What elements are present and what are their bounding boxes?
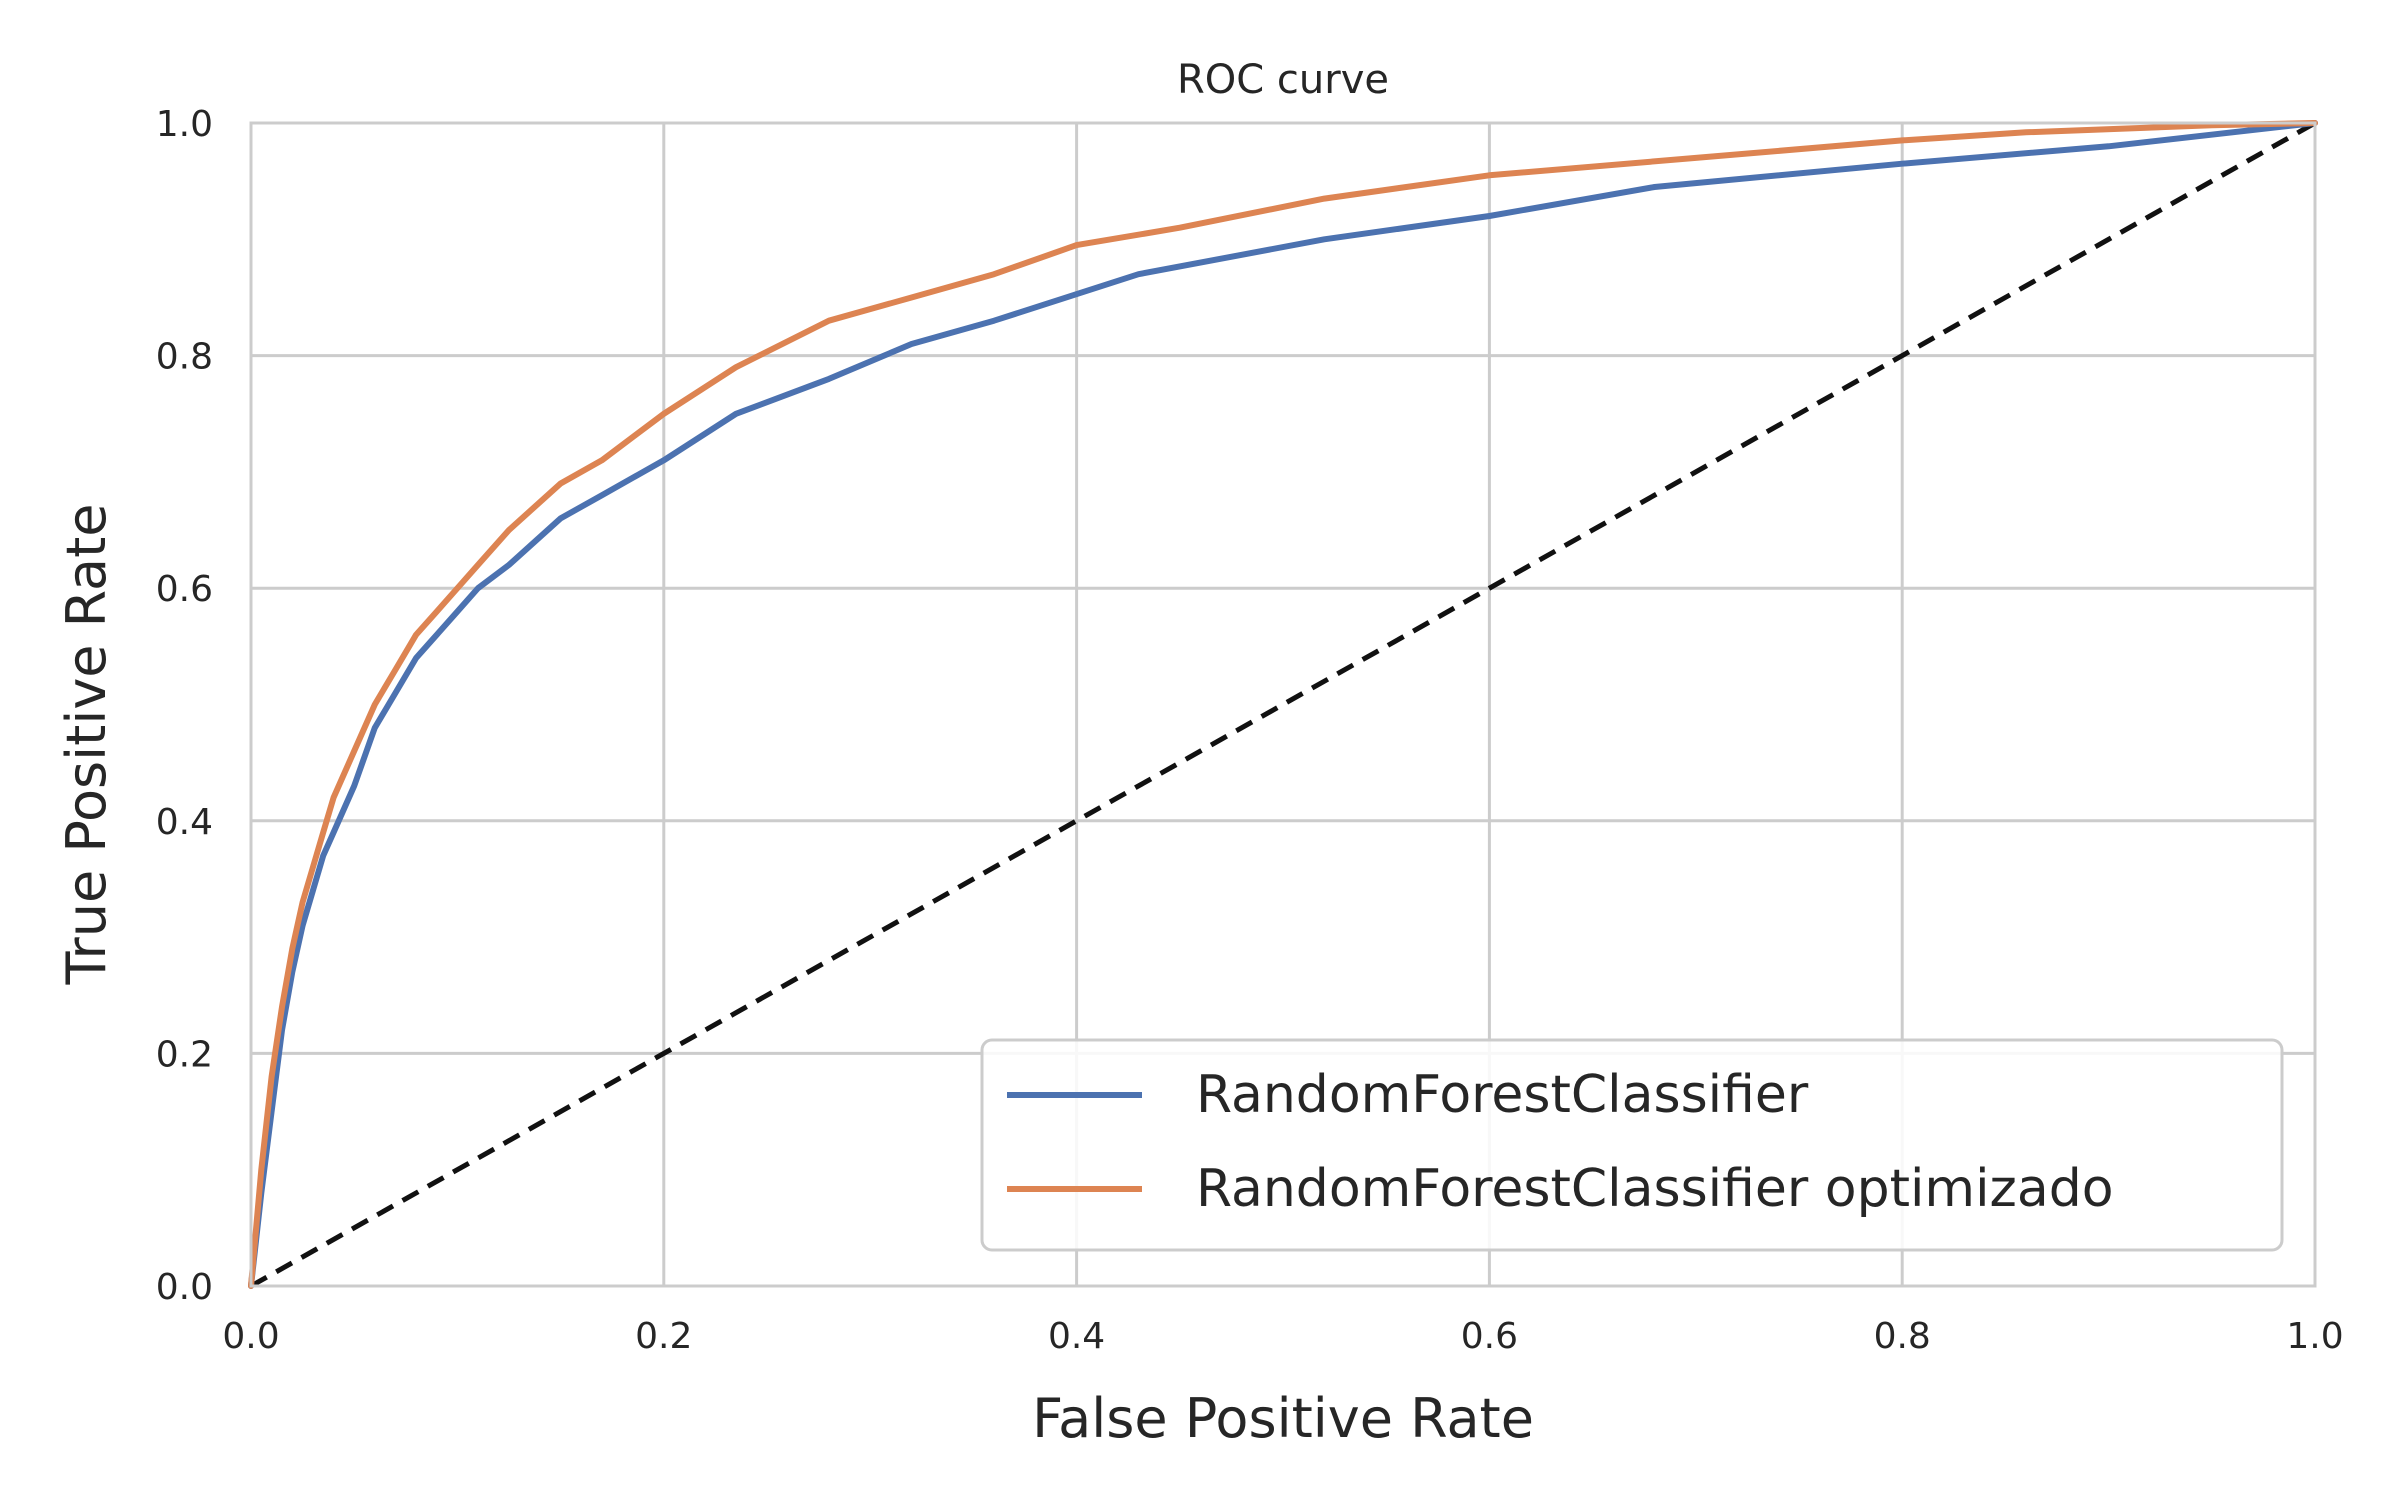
x-tick-label: 0.4 bbox=[1048, 1316, 1105, 1357]
y-tick-label: 0.0 bbox=[156, 1267, 213, 1308]
y-tick-label: 0.4 bbox=[156, 802, 213, 843]
plot-frame bbox=[249, 121, 2317, 1288]
legend-label-randomforest-optimizado: RandomForestClassifier optimizado bbox=[1196, 1159, 2114, 1219]
legend: RandomForestClassifier RandomForestClass… bbox=[980, 1038, 2284, 1252]
chart-title: ROC curve bbox=[1177, 57, 1389, 103]
roc-line-randomforest-optimizado bbox=[248, 120, 2318, 1289]
x-tick-label: 0.6 bbox=[1461, 1316, 1518, 1357]
x-tick-label: 1.0 bbox=[2286, 1316, 2343, 1357]
diagonal-reference-line bbox=[249, 120, 2317, 1289]
y-axis-title: True Positive Rate bbox=[55, 503, 118, 985]
legend-label-randomforest: RandomForestClassifier bbox=[1196, 1065, 1809, 1125]
x-axis-title: False Positive Rate bbox=[1032, 1387, 1534, 1450]
x-tick-label: 0.8 bbox=[1874, 1316, 1931, 1357]
series-lines bbox=[248, 120, 2318, 1289]
y-tick-label: 0.6 bbox=[156, 569, 213, 610]
x-tick-label: 0.2 bbox=[635, 1316, 692, 1357]
legend-box bbox=[980, 1038, 2284, 1252]
y-tick-label: 0.8 bbox=[156, 337, 213, 378]
y-tick-label: 0.2 bbox=[156, 1034, 213, 1075]
y-tick-label: 1.0 bbox=[156, 104, 213, 145]
roc-line-randomforest bbox=[248, 120, 2318, 1289]
x-axis-ticks: 0.0 0.2 0.4 0.6 0.8 1.0 bbox=[222, 1316, 2343, 1357]
x-tick-label: 0.0 bbox=[222, 1316, 279, 1357]
y-axis-ticks: 0.0 0.2 0.4 0.6 0.8 1.0 bbox=[156, 104, 213, 1308]
